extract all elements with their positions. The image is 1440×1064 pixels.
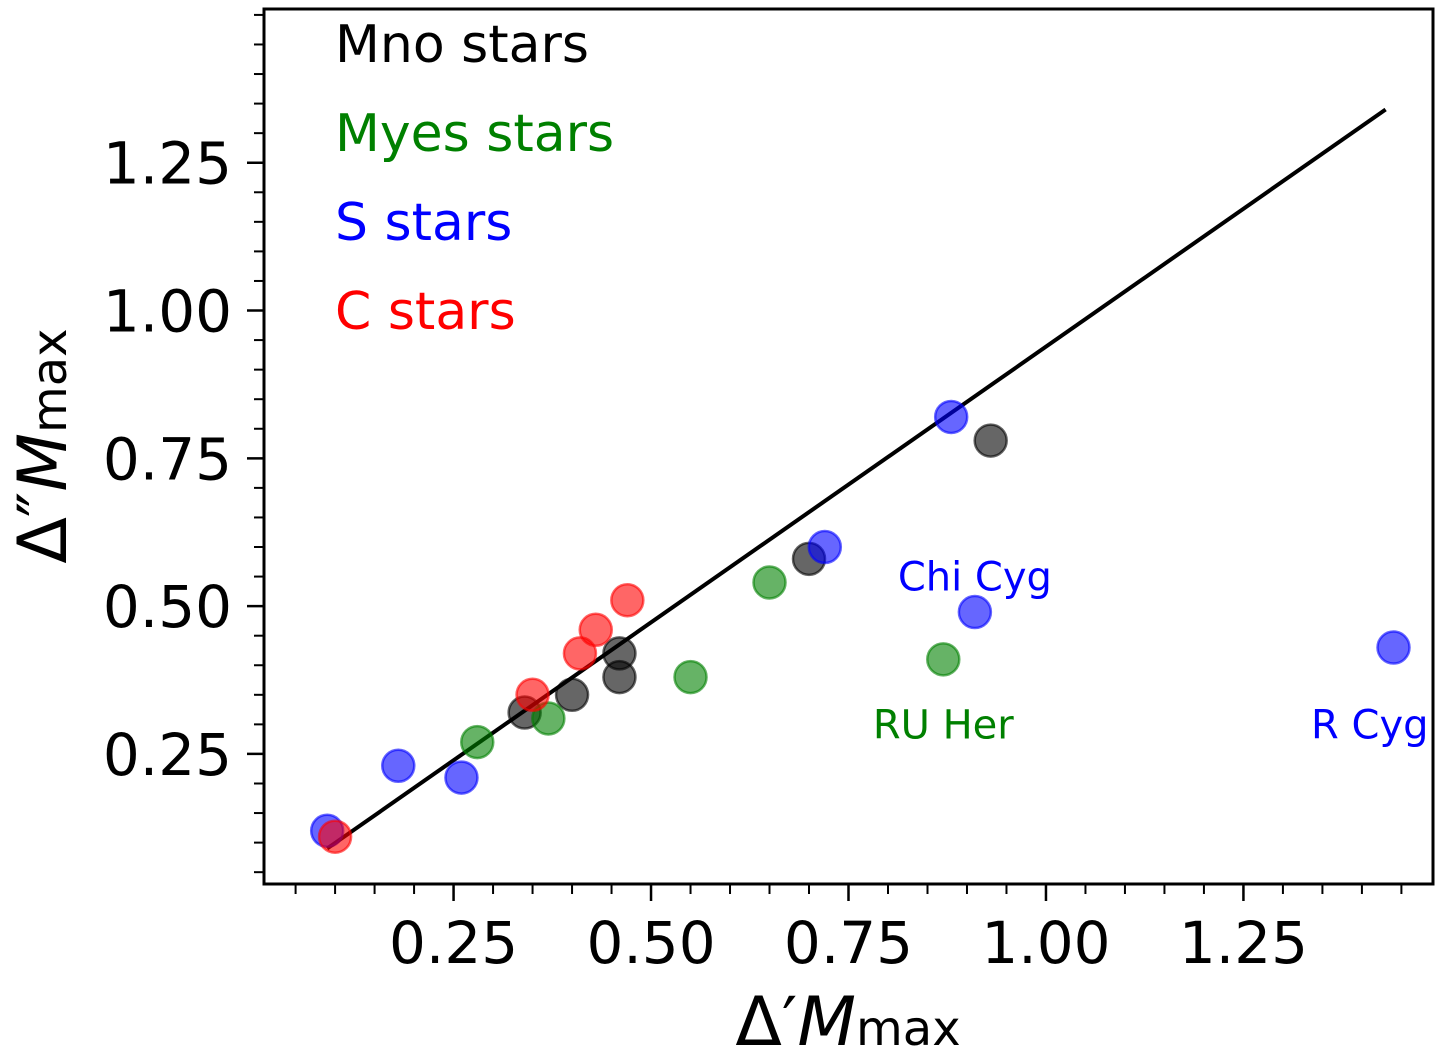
s-stars-point [1376, 630, 1411, 665]
myes-stars-point [926, 642, 961, 677]
minor-ticks [254, 13, 1403, 894]
myes-stars-point [460, 724, 495, 760]
y-tick-label: 0.50 [103, 573, 232, 641]
s-stars-point [807, 529, 843, 565]
s-stars-point [957, 594, 993, 630]
legend-c-stars: C stars [335, 282, 516, 342]
myes-stars-point [673, 659, 708, 695]
fit-line [326, 107, 1387, 851]
fit-line-layer [326, 107, 1387, 851]
y-axis-label: Δ″Mmax [4, 328, 83, 563]
mno-stars-point [973, 423, 1008, 458]
myes-stars-point [752, 565, 787, 600]
x-tick-label: 1.00 [981, 909, 1110, 977]
y-tick-label: 0.25 [103, 721, 232, 789]
legend-myes-stars: Myes stars [335, 104, 614, 164]
major-ticks [247, 161, 1245, 901]
legend-mno-stars: Mno stars [335, 15, 589, 75]
s-stars-point [933, 399, 969, 435]
x-tick-label: 1.25 [1179, 909, 1308, 977]
annotations-layer: Chi Cyg RU Her R Cyg [873, 555, 1429, 749]
legend-s-stars: S stars [335, 193, 512, 253]
c-stars-point [578, 612, 613, 648]
y-tick-label: 1.25 [103, 130, 232, 198]
points-layer [309, 399, 1411, 854]
myes-stars-point [531, 701, 566, 736]
r-cyg-annotation: R Cyg [1311, 702, 1429, 748]
tick-labels: 0.25 0.50 0.75 1.00 1.25 0.25 0.50 0.75 1.00 1.25 [103, 130, 1308, 977]
ru-her-annotation: RU Her [873, 702, 1014, 748]
y-tick-label: 0.75 [103, 425, 232, 493]
chi-cyg-annotation: Chi Cyg [898, 555, 1052, 601]
x-tick-label: 0.25 [389, 909, 518, 977]
mno-stars-point [554, 677, 590, 713]
c-stars-point [562, 636, 598, 671]
c-stars-point [317, 819, 353, 854]
legend: Mno stars Myes stars S stars C stars [335, 15, 614, 342]
x-tick-label: 0.50 [586, 909, 715, 977]
mno-stars-point [602, 636, 637, 671]
y-tick-label: 1.00 [103, 278, 232, 346]
c-stars-point [515, 677, 550, 713]
x-axis-label: Δ′Mmax [735, 983, 960, 1062]
s-stars-point [444, 760, 479, 795]
s-stars-point [381, 748, 416, 784]
plot-frame [262, 7, 1435, 886]
c-stars-point [610, 582, 645, 618]
x-tick-label: 0.75 [784, 909, 913, 977]
